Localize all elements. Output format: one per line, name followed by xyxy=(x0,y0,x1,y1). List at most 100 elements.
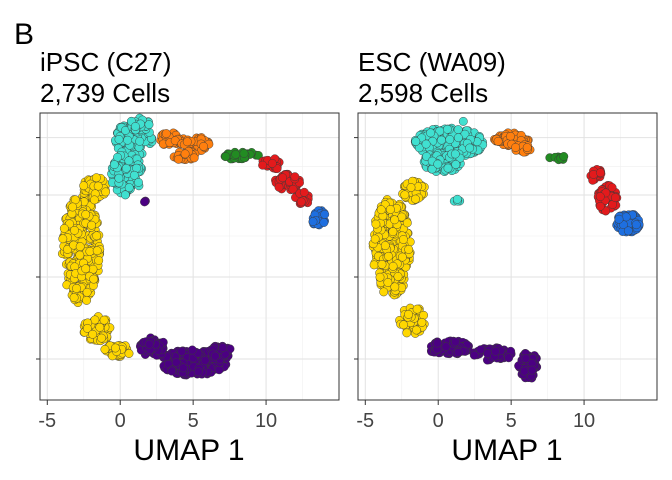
panel-esc: ESC (WA09) 2,598 Cells UMAP 1 -5 0 5 10 xyxy=(354,47,658,467)
data-point xyxy=(371,219,381,229)
data-point xyxy=(406,183,416,192)
data-point xyxy=(443,163,453,173)
data-point xyxy=(193,367,203,377)
data-point xyxy=(506,131,515,141)
data-point xyxy=(522,143,532,153)
data-point xyxy=(290,172,300,182)
data-point xyxy=(398,235,408,244)
series-3 xyxy=(220,147,263,164)
data-point xyxy=(402,328,412,338)
plot-area xyxy=(39,112,340,401)
data-point xyxy=(123,135,133,145)
x-tick-label: -5 xyxy=(356,410,374,432)
series-2 xyxy=(490,128,535,157)
data-point xyxy=(231,149,241,159)
data-point xyxy=(75,250,85,260)
data-point xyxy=(144,339,154,349)
series-1 xyxy=(107,113,157,200)
data-point xyxy=(476,345,486,355)
data-point xyxy=(87,220,97,230)
data-point xyxy=(63,244,72,254)
data-point xyxy=(121,163,131,173)
data-point xyxy=(114,134,124,144)
x-tick-label: 5 xyxy=(188,410,199,432)
series-1 xyxy=(410,116,488,206)
data-point xyxy=(380,241,390,251)
data-point xyxy=(370,234,380,244)
data-point xyxy=(120,190,130,200)
data-point xyxy=(75,242,85,252)
data-point xyxy=(70,225,79,235)
data-point xyxy=(58,234,68,244)
data-point xyxy=(527,365,537,375)
data-point xyxy=(607,183,617,192)
data-point xyxy=(383,278,393,287)
data-point xyxy=(94,256,104,265)
data-point xyxy=(124,183,134,193)
data-point xyxy=(267,158,277,168)
data-point xyxy=(161,129,171,139)
series-2 xyxy=(156,128,214,165)
panel-title: iPSC (C27) xyxy=(40,47,171,77)
data-point xyxy=(199,141,209,151)
data-point xyxy=(320,209,330,219)
data-point xyxy=(171,357,181,367)
data-point xyxy=(623,226,633,236)
data-point xyxy=(511,143,521,152)
data-point xyxy=(299,187,309,197)
data-point xyxy=(595,168,605,178)
data-point xyxy=(109,160,119,170)
data-point xyxy=(443,124,452,134)
points xyxy=(368,116,644,383)
data-point xyxy=(453,133,463,143)
x-axis-label: UMAP 1 xyxy=(451,434,562,467)
data-point xyxy=(521,354,531,363)
data-point xyxy=(452,194,462,204)
data-point xyxy=(82,323,92,333)
series-4 xyxy=(586,165,622,216)
data-point xyxy=(274,182,284,192)
data-point xyxy=(144,120,154,130)
data-point xyxy=(390,215,400,225)
data-point xyxy=(400,190,410,200)
data-point xyxy=(504,353,514,363)
data-point xyxy=(411,325,421,335)
data-point xyxy=(519,366,529,376)
x-tick-label: 0 xyxy=(115,410,126,432)
data-point xyxy=(100,344,110,354)
series-5 xyxy=(612,210,644,237)
x-tick-label: -5 xyxy=(38,410,56,432)
data-point xyxy=(68,202,78,212)
x-axis: -5 0 5 10 xyxy=(38,400,277,432)
data-point xyxy=(124,349,134,358)
y-axis xyxy=(36,137,40,360)
data-point xyxy=(411,194,420,204)
x-tick-label: 10 xyxy=(573,410,595,432)
data-point xyxy=(610,193,620,203)
data-point xyxy=(369,260,379,270)
series-6 xyxy=(426,336,542,383)
panel-letter: B xyxy=(14,18,34,51)
panel-subtitle: 2,598 Cells xyxy=(358,78,488,108)
data-point xyxy=(88,329,98,339)
data-point xyxy=(450,337,460,347)
data-point xyxy=(595,192,605,202)
data-point xyxy=(189,153,199,163)
plot-area xyxy=(357,112,658,401)
y-axis xyxy=(354,137,358,360)
data-point xyxy=(385,205,395,214)
data-point xyxy=(140,197,149,207)
data-point xyxy=(101,187,111,197)
points xyxy=(57,113,330,380)
data-point xyxy=(595,201,605,211)
data-point xyxy=(432,338,442,348)
data-point xyxy=(437,135,446,145)
data-point xyxy=(124,156,134,166)
data-point xyxy=(388,227,398,237)
series-4 xyxy=(258,154,313,208)
data-point xyxy=(129,170,139,180)
data-point xyxy=(458,116,468,126)
data-point xyxy=(187,345,197,355)
data-point xyxy=(92,231,102,241)
data-point xyxy=(200,356,210,365)
